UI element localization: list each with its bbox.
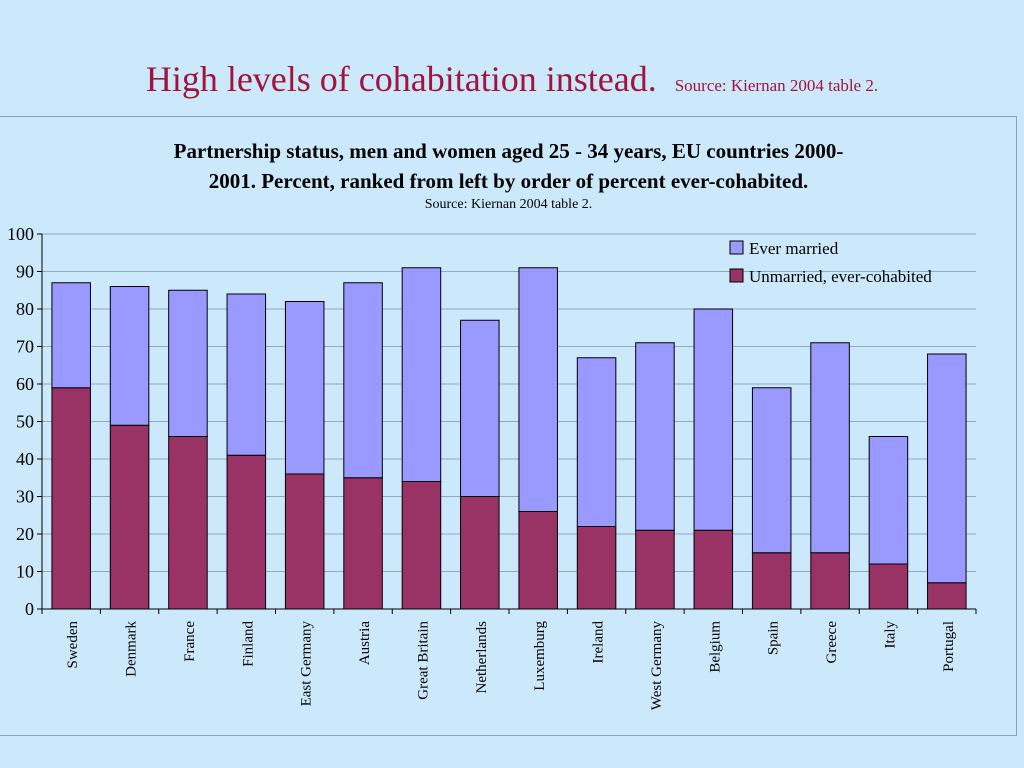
- y-tick-label: 100: [7, 224, 34, 244]
- chart-title-line-1: Partnership status, men and women aged 2…: [173, 139, 844, 163]
- legend-label: Ever married: [749, 239, 839, 258]
- x-tick-label: Ireland: [591, 621, 607, 664]
- bar-married: [401, 267, 442, 482]
- legend-label: Unmarried, ever-cohabited: [749, 267, 932, 286]
- bar-married: [635, 342, 675, 531]
- x-tick-label: Sweden: [65, 621, 81, 669]
- bar-cohabited: [576, 526, 617, 610]
- legend-swatch: [729, 240, 744, 255]
- bar-cohabited: [226, 454, 267, 610]
- bar-cohabited: [109, 424, 150, 610]
- x-tick-label: Belgium: [707, 621, 723, 673]
- x-tick-label: Italy: [882, 621, 898, 649]
- chart-subtitle: Source: Kiernan 2004 table 2.: [424, 197, 593, 212]
- bar-cohabited: [868, 563, 909, 610]
- bar-married: [460, 319, 500, 497]
- bar-cohabited: [51, 387, 91, 610]
- y-tick-label: 90: [16, 262, 34, 282]
- x-tick-label: Portugal: [941, 621, 957, 672]
- x-tick-label: Austria: [357, 621, 373, 666]
- x-tick-label: Finland: [240, 621, 256, 667]
- chart-title-line-2: 2001. Percent, ranked from left by order…: [208, 169, 809, 193]
- bar-cohabited: [810, 552, 850, 610]
- bar-married: [284, 301, 325, 475]
- x-tick-label: East Germany: [299, 621, 315, 707]
- x-tick-label: Netherlands: [474, 621, 490, 694]
- bar-cohabited: [635, 529, 675, 610]
- bar-married: [868, 436, 909, 565]
- bar-cohabited: [168, 436, 208, 610]
- chart-frame: [0, 116, 1017, 736]
- y-tick-label: 10: [16, 562, 34, 582]
- bar-cohabited: [693, 529, 734, 610]
- y-tick-label: 0: [25, 599, 34, 619]
- chart-title: Partnership status, men and women aged 2…: [0, 136, 1017, 196]
- x-tick-label: France: [182, 621, 198, 662]
- bar-married: [751, 387, 792, 554]
- x-tick-label: Greece: [824, 621, 840, 664]
- bar-married: [109, 286, 150, 426]
- slide-title: High levels of cohabitation instead. Sou…: [0, 58, 1024, 100]
- x-tick-label: Great Britain: [415, 621, 431, 700]
- bar-married: [343, 282, 383, 479]
- x-tick-label: West Germany: [649, 621, 665, 711]
- y-tick-label: 80: [16, 299, 34, 319]
- y-tick-label: 70: [16, 337, 34, 357]
- y-tick-label: 40: [16, 449, 34, 469]
- y-tick-label: 30: [16, 487, 34, 507]
- bar-cohabited: [518, 511, 558, 610]
- bar-married: [576, 357, 617, 527]
- y-tick-label: 60: [16, 374, 34, 394]
- slide-title-text: High levels of cohabitation instead.: [145, 59, 657, 99]
- bar-married: [168, 289, 208, 437]
- bar-cohabited: [284, 473, 325, 610]
- y-tick-label: 20: [16, 524, 34, 544]
- slide-title-source: Source: Kiernan 2004 table 2.: [674, 76, 879, 95]
- x-tick-label: Luxemburg: [532, 621, 548, 691]
- bar-married: [693, 308, 734, 531]
- x-tick-label: Spain: [766, 621, 782, 656]
- bar-married: [927, 353, 967, 584]
- bar-married: [226, 293, 267, 456]
- y-tick-label: 50: [16, 412, 34, 432]
- bar-cohabited: [343, 477, 383, 610]
- x-tick-label: Denmark: [124, 621, 140, 677]
- bar-cohabited: [751, 552, 792, 610]
- bar-cohabited: [401, 481, 442, 610]
- legend-swatch: [729, 268, 744, 283]
- bar-married: [810, 342, 850, 554]
- bar-married: [518, 267, 558, 512]
- bar-cohabited: [460, 496, 500, 610]
- bar-married: [51, 282, 91, 389]
- bar-cohabited: [927, 582, 967, 610]
